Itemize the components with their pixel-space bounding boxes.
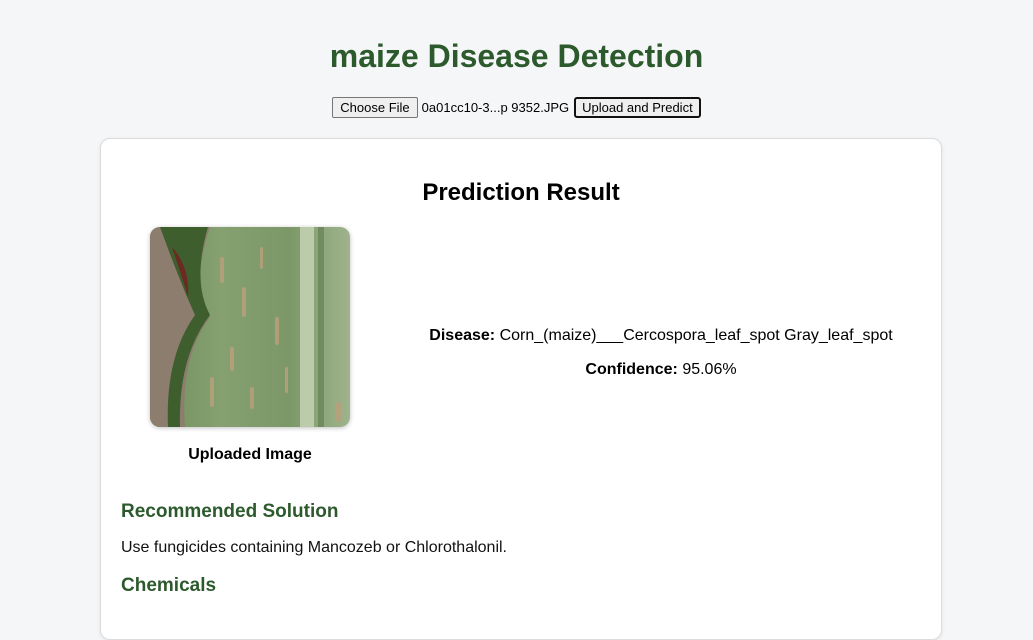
chemicals-heading: Chemicals <box>121 575 217 596</box>
upload-form: Choose File 0a01cc10-3...p 9352.JPG Upload… <box>0 97 1033 119</box>
recommended-solution-heading: Recommended Solution <box>121 501 339 522</box>
disease-label: Disease: <box>429 327 496 344</box>
result-card: Prediction Result <box>100 138 942 640</box>
leaf-image-graphic <box>150 227 350 427</box>
prediction-info: Disease: Corn_(maize)___Cercospora_leaf_… <box>401 326 921 394</box>
disease-value: Corn_(maize)___Cercospora_leaf_spot Gray… <box>499 327 893 344</box>
result-title: Prediction Result <box>422 179 620 206</box>
recommended-solution-text: Use fungicides containing Mancozeb or Ch… <box>121 539 507 556</box>
selected-file-name: 0a01cc10-3...p 9352.JPG <box>421 99 570 115</box>
page-title: maize Disease Detection <box>329 38 704 74</box>
upload-and-predict-button[interactable]: Upload and Predict <box>574 97 701 119</box>
confidence-line: Confidence: 95.06% <box>401 360 921 380</box>
image-caption: Uploaded Image <box>188 446 312 463</box>
disease-line: Disease: Corn_(maize)___Cercospora_leaf_… <box>401 326 921 346</box>
confidence-label: Confidence: <box>585 361 678 378</box>
confidence-value: 95.06% <box>682 361 737 378</box>
uploaded-leaf-image <box>150 227 350 427</box>
choose-file-button[interactable]: Choose File <box>332 97 418 119</box>
